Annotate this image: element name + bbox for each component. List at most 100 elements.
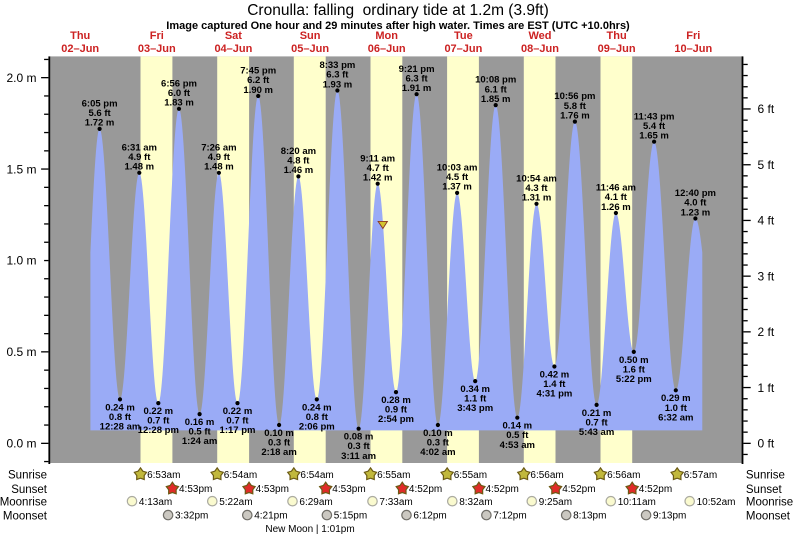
svg-text:New Moon | 1:01pm: New Moon | 1:01pm <box>265 524 354 535</box>
svg-text:10:03 am: 10:03 am <box>437 163 478 174</box>
svg-text:10:11am: 10:11am <box>618 497 656 508</box>
svg-text:6:55am: 6:55am <box>377 470 410 481</box>
svg-text:5 ft: 5 ft <box>758 158 775 172</box>
svg-text:5.4 ft: 5.4 ft <box>643 121 666 132</box>
svg-text:6:54am: 6:54am <box>224 470 257 481</box>
svg-text:4:13am: 4:13am <box>139 497 172 508</box>
svg-text:8:20 am: 8:20 am <box>281 146 316 157</box>
svg-text:4:52pm: 4:52pm <box>562 484 595 495</box>
svg-text:6.3 ft: 6.3 ft <box>406 73 429 84</box>
svg-text:0 ft: 0 ft <box>758 437 775 451</box>
svg-text:03–Jun: 03–Jun <box>138 43 176 55</box>
svg-text:5:43 am: 5:43 am <box>579 427 614 438</box>
svg-text:0.10 m: 0.10 m <box>423 428 453 439</box>
svg-text:1.48 m: 1.48 m <box>125 162 155 173</box>
svg-text:12:40 pm: 12:40 pm <box>675 188 716 199</box>
svg-text:11:43 pm: 11:43 pm <box>634 111 675 122</box>
svg-text:Image captured One hour and 29: Image captured One hour and 29 minutes a… <box>166 20 630 32</box>
svg-text:0.22 m: 0.22 m <box>144 406 174 417</box>
svg-text:1.0 ft: 1.0 ft <box>665 403 688 414</box>
svg-text:4:02 am: 4:02 am <box>420 447 455 458</box>
svg-text:2:54 pm: 2:54 pm <box>378 414 414 425</box>
svg-text:5:22am: 5:22am <box>219 497 252 508</box>
svg-text:4:21pm: 4:21pm <box>254 511 287 522</box>
svg-text:0.9 ft: 0.9 ft <box>385 405 408 416</box>
svg-text:1.6 ft: 1.6 ft <box>623 364 646 375</box>
svg-text:6:56am: 6:56am <box>607 470 640 481</box>
svg-text:8:33 pm: 8:33 pm <box>319 60 355 71</box>
svg-text:6.0 ft: 6.0 ft <box>168 88 191 99</box>
svg-text:9:25am: 9:25am <box>539 497 572 508</box>
svg-text:7:33am: 7:33am <box>379 497 412 508</box>
svg-text:7:26 am: 7:26 am <box>201 142 236 153</box>
svg-text:Moonrise: Moonrise <box>746 496 793 508</box>
svg-text:08–Jun: 08–Jun <box>521 43 559 55</box>
svg-text:2:18 am: 2:18 am <box>261 447 296 458</box>
svg-text:4.9 ft: 4.9 ft <box>128 152 151 163</box>
svg-text:1.42 m: 1.42 m <box>363 173 393 184</box>
svg-text:Moonset: Moonset <box>3 510 48 522</box>
svg-text:1.76 m: 1.76 m <box>560 110 590 121</box>
svg-text:0.0 m: 0.0 m <box>6 437 36 451</box>
svg-text:Thu: Thu <box>607 30 627 42</box>
svg-text:10:52am: 10:52am <box>697 497 736 508</box>
svg-text:6:54am: 6:54am <box>300 470 333 481</box>
svg-text:0.7 ft: 0.7 ft <box>586 417 609 428</box>
svg-text:0.5 ft: 0.5 ft <box>506 430 529 441</box>
svg-text:9:11 am: 9:11 am <box>360 153 395 164</box>
svg-text:7:45 pm: 7:45 pm <box>240 66 276 77</box>
svg-text:3:32pm: 3:32pm <box>175 511 208 522</box>
svg-text:5.6 ft: 5.6 ft <box>89 108 112 119</box>
svg-text:1.5 m: 1.5 m <box>6 162 36 176</box>
svg-text:1.26 m: 1.26 m <box>601 202 631 213</box>
svg-text:1.37 m: 1.37 m <box>442 182 472 193</box>
svg-text:0.42 m: 0.42 m <box>540 369 570 380</box>
svg-text:0.5 ft: 0.5 ft <box>189 427 212 438</box>
svg-text:0.22 m: 0.22 m <box>223 406 253 417</box>
svg-text:6.3 ft: 6.3 ft <box>326 70 349 81</box>
svg-text:1.85 m: 1.85 m <box>481 94 511 105</box>
svg-text:0.24 m: 0.24 m <box>105 402 135 413</box>
svg-text:Sunset: Sunset <box>11 484 48 496</box>
svg-text:4:52pm: 4:52pm <box>639 484 672 495</box>
svg-text:10:56 pm: 10:56 pm <box>554 91 595 102</box>
svg-text:6 ft: 6 ft <box>758 102 775 116</box>
svg-text:02–Jun: 02–Jun <box>61 43 99 55</box>
svg-text:6:57am: 6:57am <box>684 470 717 481</box>
svg-text:2:06 pm: 2:06 pm <box>299 422 335 433</box>
svg-text:3:43 pm: 3:43 pm <box>457 403 493 414</box>
svg-text:5:15pm: 5:15pm <box>334 511 367 522</box>
svg-text:4:31 pm: 4:31 pm <box>536 389 572 400</box>
svg-text:09–Jun: 09–Jun <box>598 43 636 55</box>
svg-text:1.4 ft: 1.4 ft <box>543 379 566 390</box>
svg-text:Sat: Sat <box>225 30 242 42</box>
svg-text:6.2 ft: 6.2 ft <box>247 75 270 86</box>
svg-text:0.3 ft: 0.3 ft <box>427 438 450 449</box>
svg-text:4.7 ft: 4.7 ft <box>367 163 390 174</box>
svg-text:1.0 m: 1.0 m <box>6 254 36 268</box>
svg-text:1.31 m: 1.31 m <box>522 193 552 204</box>
svg-text:1:17 pm: 1:17 pm <box>220 425 256 436</box>
svg-text:6:05 pm: 6:05 pm <box>82 99 118 110</box>
svg-text:7:12pm: 7:12pm <box>493 511 526 522</box>
svg-text:0.24 m: 0.24 m <box>302 402 332 413</box>
svg-text:Tue: Tue <box>454 30 473 42</box>
svg-text:Mon: Mon <box>375 30 398 42</box>
svg-text:Moonrise: Moonrise <box>0 496 47 508</box>
svg-text:Wed: Wed <box>528 30 551 42</box>
svg-text:10:54 am: 10:54 am <box>516 173 557 184</box>
svg-text:6:12pm: 6:12pm <box>413 511 446 522</box>
svg-text:0.16 m: 0.16 m <box>185 417 215 428</box>
svg-text:1:24 am: 1:24 am <box>182 436 217 447</box>
svg-text:0.7 ft: 0.7 ft <box>147 416 170 427</box>
svg-text:4.3 ft: 4.3 ft <box>525 183 548 194</box>
svg-text:4 ft: 4 ft <box>758 214 775 228</box>
svg-text:6:32 am: 6:32 am <box>658 412 693 423</box>
svg-text:0.5 m: 0.5 m <box>6 345 36 359</box>
svg-text:9:21 pm: 9:21 pm <box>399 64 435 75</box>
svg-text:Sunrise: Sunrise <box>746 470 785 482</box>
svg-text:0.29 m: 0.29 m <box>661 393 691 404</box>
svg-text:4.9 ft: 4.9 ft <box>208 152 231 163</box>
svg-text:Fri: Fri <box>150 30 164 42</box>
svg-text:1.23 m: 1.23 m <box>681 207 711 218</box>
